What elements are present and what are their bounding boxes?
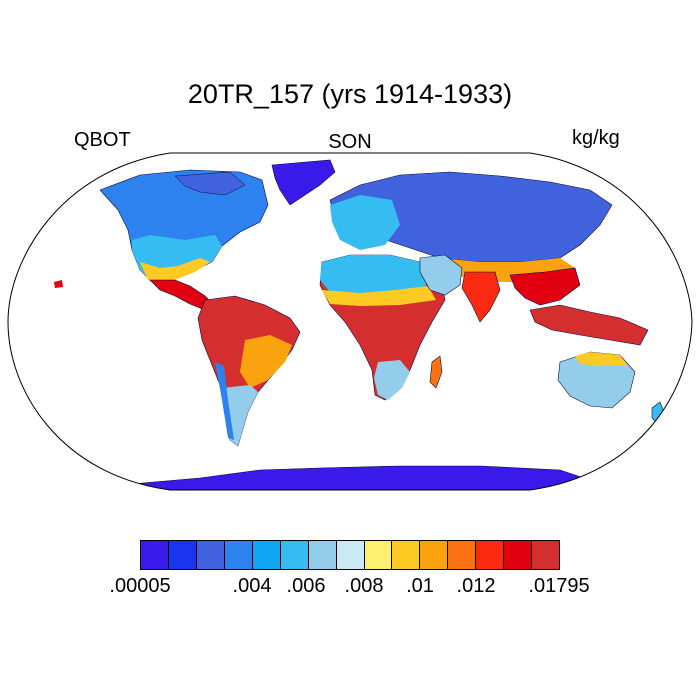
- colorbar-tick-label: .006: [286, 575, 326, 597]
- south-america-east-warm: [240, 335, 292, 388]
- india-hot: [461, 271, 501, 323]
- colorbar-swatch: [420, 541, 449, 569]
- hawaii-land: [54, 280, 63, 288]
- europe-cool: [330, 195, 400, 250]
- variable-label: QBOT: [74, 129, 131, 151]
- colorbar-tick-label: .00005: [109, 575, 171, 597]
- southern-africa-cool: [374, 360, 410, 400]
- colorbar-swatch: [364, 541, 393, 569]
- land-fields: [54, 159, 665, 490]
- colorbar-swatch: [308, 541, 337, 569]
- sahel-warm: [322, 286, 436, 306]
- season-label: SON: [328, 131, 372, 153]
- colorbar-swatch: [448, 541, 477, 569]
- australia-north-warm: [575, 352, 628, 366]
- colorbar-swatch: [196, 541, 225, 569]
- colorbar: [140, 540, 560, 570]
- units-label: kg/kg: [572, 127, 620, 149]
- arabia-land: [419, 254, 463, 296]
- arctic-islands: [174, 171, 246, 196]
- colorbar-swatch: [504, 541, 533, 569]
- colorbar-swatch: [280, 541, 309, 569]
- gulf-coast-warm: [140, 258, 210, 286]
- sahara-cool: [320, 255, 430, 295]
- colorbar-tick-label: .01795: [528, 575, 590, 597]
- new-zealand-land: [651, 401, 665, 425]
- southeast-asia-hot: [509, 267, 581, 306]
- colorbar-tick-label: .012: [456, 575, 496, 597]
- madagascar-land: [429, 355, 443, 389]
- colorbar-swatch: [392, 541, 421, 569]
- colorbar-swatch: [476, 541, 505, 569]
- colorbar-swatch: [336, 541, 365, 569]
- plot-title: 20TR_157 (yrs 1914-1933): [187, 79, 513, 109]
- colorbar-swatch: [168, 541, 197, 569]
- map-boundary: [7, 152, 693, 491]
- colorbar-swatch: [532, 541, 560, 569]
- colorbar-swatch: [141, 541, 169, 569]
- greenland-land: [271, 159, 336, 206]
- andes-cold-strip: [215, 362, 234, 440]
- antarctica-land: [99, 465, 601, 490]
- colorbar-labels: .00005 .004 .006 .008 .01 .012 .01795: [0, 574, 700, 602]
- colorbar-swatch: [252, 541, 281, 569]
- colorbar-tick-label: .004: [232, 575, 272, 597]
- colorbar-swatch: [224, 541, 253, 569]
- colorbar-tick-label: .01: [406, 575, 434, 597]
- indonesia-land: [529, 304, 649, 346]
- colorbar-tick-label: .008: [344, 575, 384, 597]
